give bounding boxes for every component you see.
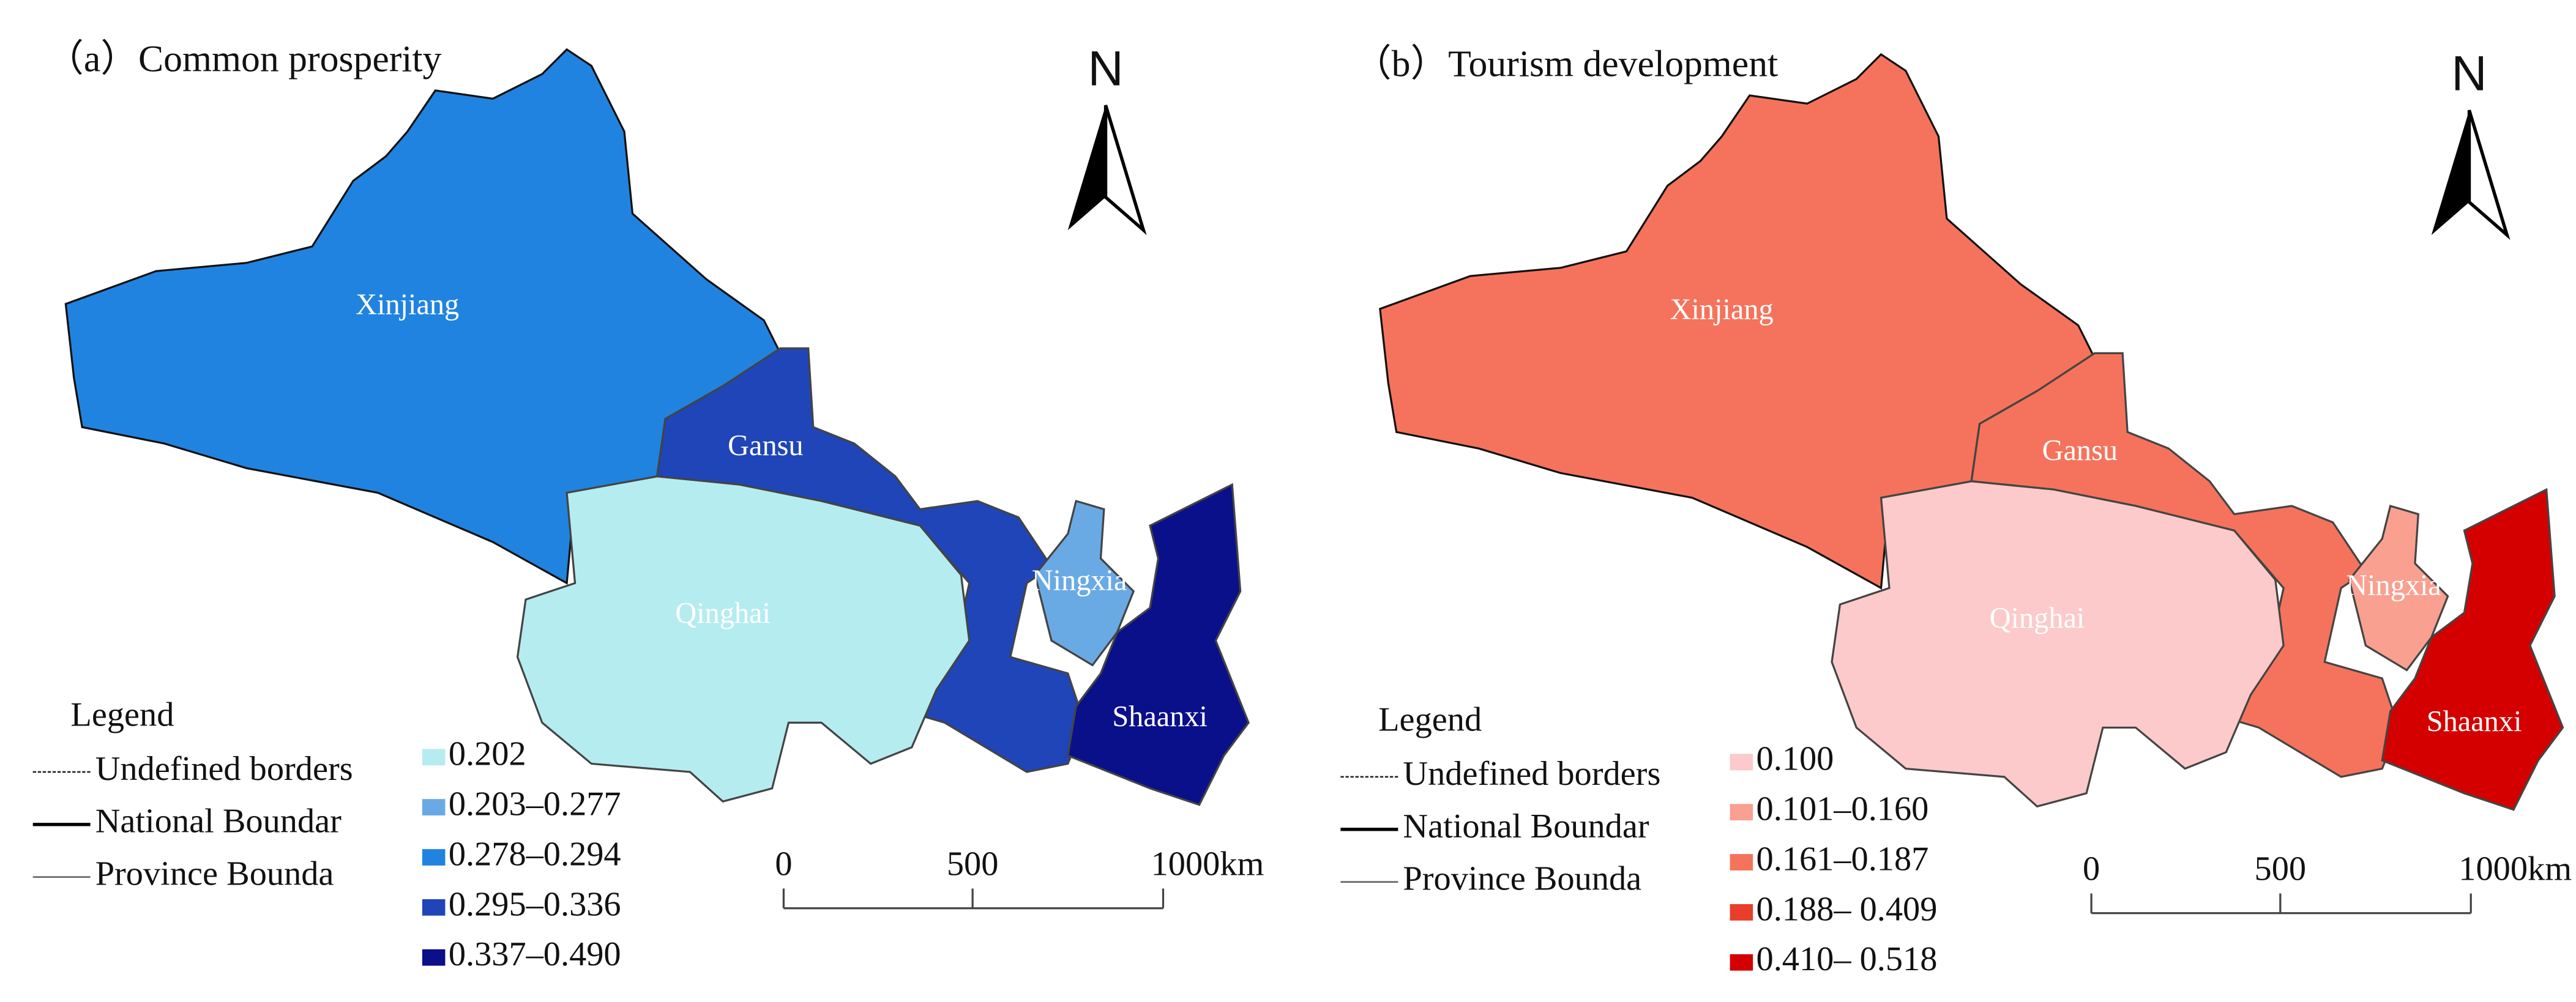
- legend-swatch: [1730, 754, 1753, 771]
- north-label: N: [1088, 42, 1123, 97]
- panel-title: （a）Common prosperity: [46, 38, 441, 80]
- scale-label: 500: [947, 845, 999, 883]
- province-label: Xinjiang: [1670, 293, 1774, 325]
- scale-label: 500: [2255, 850, 2307, 888]
- north-arrow: [1103, 105, 1147, 236]
- legend-label: Undefined borders: [1403, 755, 1660, 793]
- legend-swatch: [422, 849, 446, 866]
- scale-label: 1000km: [2458, 850, 2572, 888]
- north-arrow: [2431, 110, 2470, 236]
- scale-label: 0: [2083, 850, 2100, 888]
- legend-title: Legend: [1378, 700, 1482, 738]
- province-label: Xinjiang: [356, 288, 459, 321]
- legend-label: 0.337–0.490: [449, 935, 621, 973]
- legend-label: National Boundar: [95, 803, 342, 841]
- north-label: N: [2451, 46, 2487, 102]
- province-label: Gansu: [2042, 434, 2118, 467]
- province-label: Ningxia: [2346, 569, 2441, 601]
- panel-title: （b）Tourism development: [1354, 43, 1778, 85]
- province: [64, 48, 782, 585]
- province: [1067, 483, 1250, 806]
- north-arrow: [2467, 109, 2511, 240]
- map: Xinjiang Gansu Qinghai Ningxia Shaanxi: [64, 48, 1250, 806]
- province: [1034, 499, 1135, 667]
- province: [1379, 53, 2096, 590]
- north-arrow: [1067, 105, 1106, 231]
- legend-label: 0.161–0.187: [1757, 840, 1929, 878]
- legend-label: Undefined borders: [95, 750, 353, 788]
- legend-label: National Boundar: [1403, 807, 1649, 845]
- legend-label: Province Bounda: [95, 855, 334, 893]
- province: [2381, 488, 2564, 811]
- legend-label: 0.202: [449, 735, 526, 773]
- legend-swatch: [1730, 954, 1753, 971]
- scale-label: 1000km: [1151, 845, 1264, 883]
- panel: （b）Tourism development Xinjiang Gansu Qingh…: [1340, 43, 2572, 978]
- legend-label: 0.100: [1757, 740, 1834, 778]
- legend-swatch: [422, 799, 446, 816]
- province-label: Shaanxi: [1112, 700, 1208, 733]
- panel: （a）Common prosperity Xinjiang Gansu Qinghai…: [32, 38, 1264, 973]
- legend-label: 0.203–0.277: [449, 785, 621, 823]
- legend-swatch: [422, 749, 446, 766]
- legend-title: Legend: [70, 696, 174, 733]
- map: Xinjiang Gansu Qinghai Ningxia Shaanxi: [1379, 53, 2564, 811]
- province: [516, 475, 971, 803]
- legend-label: 0.101–0.160: [1757, 790, 1929, 828]
- province-label: Gansu: [728, 429, 803, 462]
- province-label: Qinghai: [675, 597, 771, 629]
- province-label: Shaanxi: [2427, 705, 2522, 738]
- legend-label: Province Bounda: [1403, 860, 1641, 898]
- legend-swatch: [422, 949, 446, 966]
- province-label: Qinghai: [1990, 602, 2085, 634]
- legend-swatch: [1730, 854, 1753, 870]
- legend-swatch: [1730, 904, 1753, 921]
- legend-swatch: [1730, 804, 1753, 821]
- legend-label: 0.295–0.336: [449, 885, 621, 923]
- province-label: Ningxia: [1032, 564, 1127, 596]
- province: [1831, 480, 2285, 808]
- scale-label: 0: [775, 845, 792, 883]
- legend-swatch: [422, 899, 446, 916]
- legend-label: 0.278–0.294: [449, 835, 621, 873]
- province: [2348, 505, 2449, 672]
- legend-label: 0.188– 0.409: [1757, 890, 1938, 928]
- legend-label: 0.410– 0.518: [1757, 940, 1938, 978]
